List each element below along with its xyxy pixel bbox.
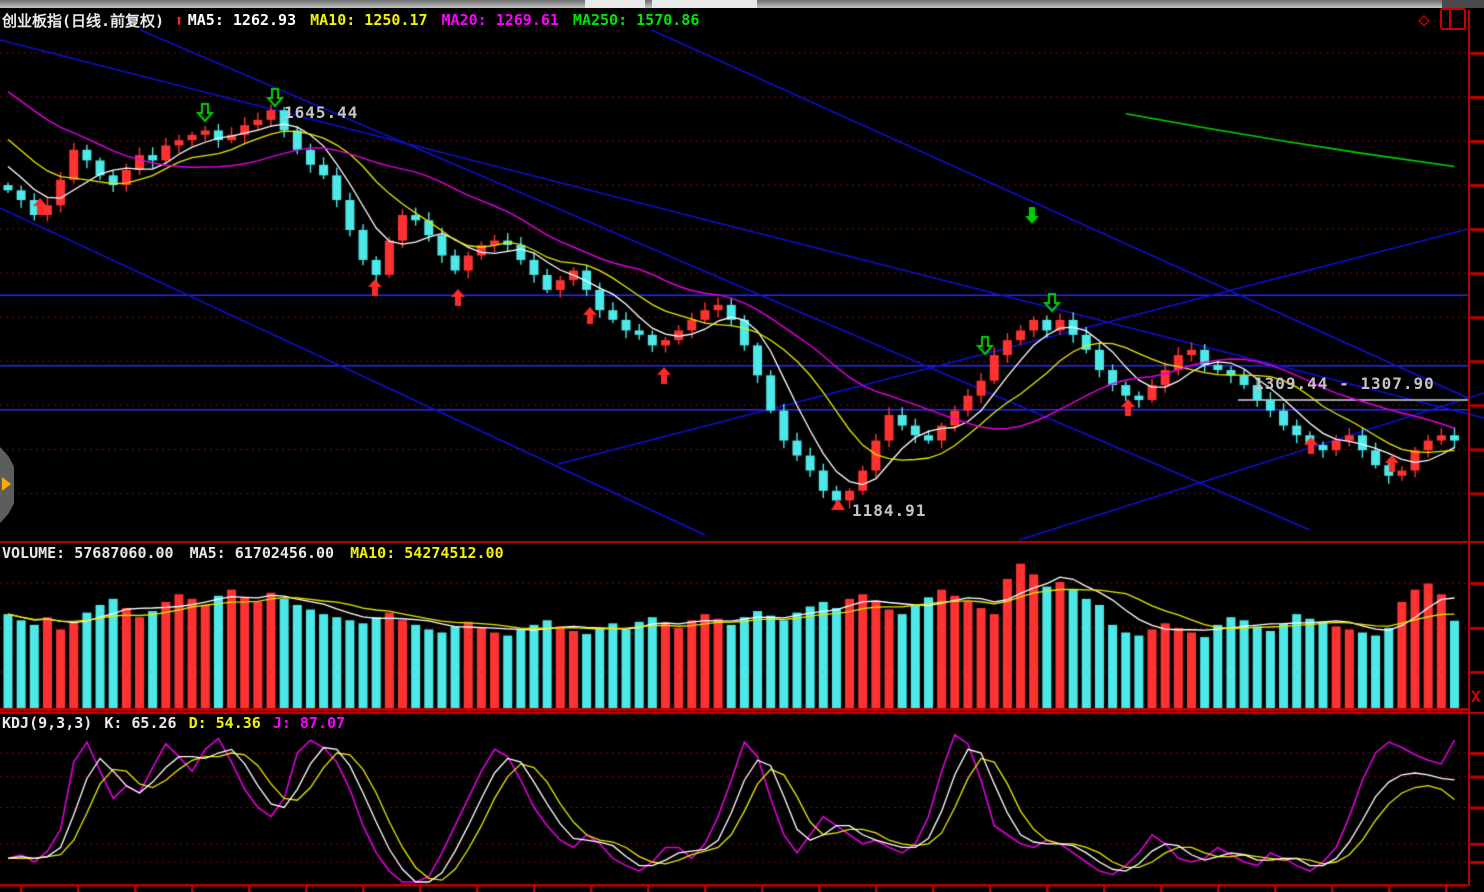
high-price-label: 1645.44 xyxy=(284,103,359,122)
volume-chart[interactable] xyxy=(0,541,1484,712)
ma250-legend: MA250: 1570.86 xyxy=(572,11,700,29)
instrument-title: 创业板指(日线.前复权) xyxy=(2,11,165,30)
top-strip-segment xyxy=(652,0,757,8)
left-panel-flyout-handle[interactable] xyxy=(0,447,14,523)
split-window-icon[interactable] xyxy=(1440,8,1466,30)
low-price-label: 1184.91 xyxy=(852,501,927,520)
volume-value-label: VOLUME: 57687060.00 xyxy=(2,544,174,562)
price-axis-line xyxy=(1468,10,1470,886)
kdj-chart[interactable] xyxy=(0,712,1484,892)
kdj-j-label: J: 87.07 xyxy=(272,714,346,732)
window-top-strip xyxy=(0,0,1484,8)
volume-ma10-label: MA10: 54274512.00 xyxy=(350,544,504,562)
gap-range-label: 1309.44 - 1307.90 xyxy=(1254,374,1435,393)
kdj-k-label: K: 65.26 xyxy=(104,714,177,732)
top-strip-segment xyxy=(1442,0,1484,8)
ma5-legend: MA5: 1262.93 xyxy=(187,11,297,29)
diamond-tool-icon[interactable]: ◇ xyxy=(1417,7,1430,31)
kdj-d-label: D: 54.36 xyxy=(188,714,261,732)
volume-ma5-label: MA5: 61702456.00 xyxy=(189,544,335,562)
main-candlestick-chart[interactable] xyxy=(0,30,1484,541)
ma10-legend: MA10: 1250.17 xyxy=(310,11,428,29)
top-strip-segment xyxy=(585,0,645,8)
kdj-legend: KDJ(9,3,3) K: 65.26 D: 54.36 J: 87.07 xyxy=(2,714,345,732)
header-toolbar: ◇ xyxy=(1418,8,1466,30)
axis-close-x-icon[interactable]: X xyxy=(1471,687,1481,706)
flyout-arrow-icon xyxy=(2,477,11,491)
kdj-name-label: KDJ(9,3,3) xyxy=(2,714,93,732)
volume-legend: VOLUME: 57687060.00 MA5: 61702456.00 MA1… xyxy=(2,544,504,562)
main-chart-legend: 创业板指(日线.前复权) ⬆ MA5: 1262.93 MA10: 1250.1… xyxy=(2,9,699,31)
ma20-legend: MA20: 1269.61 xyxy=(441,11,559,29)
up-signal-icon: ⬆ xyxy=(174,10,184,30)
